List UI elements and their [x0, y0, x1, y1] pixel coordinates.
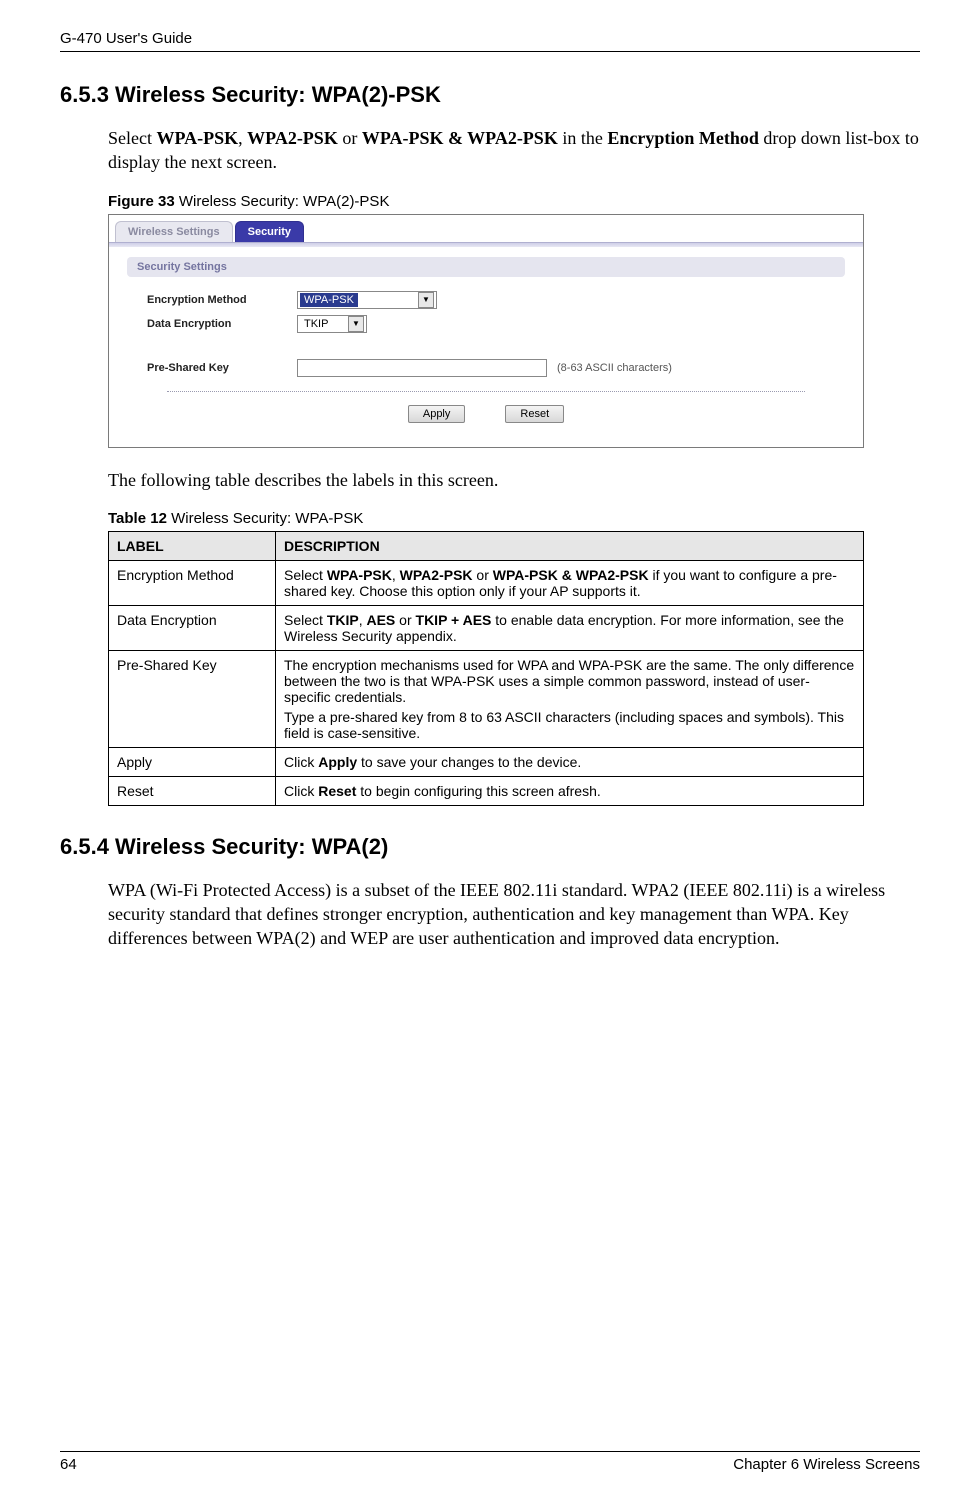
pre-shared-key-input[interactable] — [297, 359, 547, 377]
separator — [167, 391, 805, 392]
reset-button[interactable]: Reset — [505, 405, 564, 423]
tab-wireless-settings[interactable]: Wireless Settings — [115, 221, 233, 242]
table-12-intro: The following table describes the labels… — [108, 468, 920, 492]
table-row: Data Encryption Select TKIP, AES or TKIP… — [109, 605, 864, 650]
chevron-down-icon: ▼ — [418, 292, 434, 308]
tab-security[interactable]: Security — [235, 221, 304, 242]
data-encryption-label: Data Encryption — [147, 318, 297, 330]
encryption-method-label: Encryption Method — [147, 294, 297, 306]
chapter-title: Chapter 6 Wireless Screens — [733, 1456, 920, 1473]
table-row: Encryption Method Select WPA-PSK, WPA2-P… — [109, 560, 864, 605]
col-label: LABEL — [109, 531, 276, 560]
cell-label: Pre-Shared Key — [109, 650, 276, 747]
row-pre-shared-key: Pre-Shared Key (8-63 ASCII characters) — [147, 359, 845, 377]
running-header: G-470 User's Guide — [60, 30, 920, 52]
row-encryption-method: Encryption Method WPA-PSK ▼ — [147, 291, 845, 309]
table-12-caption: Table 12 Wireless Security: WPA-PSK — [108, 510, 920, 527]
encryption-method-value: WPA-PSK — [300, 293, 358, 307]
cell-label: Data Encryption — [109, 605, 276, 650]
header-left: G-470 User's Guide — [60, 30, 192, 47]
cell-desc: Click Reset to begin configuring this sc… — [276, 776, 864, 805]
button-row: Apply Reset — [127, 400, 845, 429]
page-number: 64 — [60, 1456, 77, 1473]
col-description: DESCRIPTION — [276, 531, 864, 560]
cell-label: Reset — [109, 776, 276, 805]
section-6-5-4-heading: 6.5.4 Wireless Security: WPA(2) — [60, 834, 920, 860]
figure-33-caption: Figure 33 Wireless Security: WPA(2)-PSK — [108, 193, 920, 210]
table-header-row: LABEL DESCRIPTION — [109, 531, 864, 560]
section-6-5-3-intro: Select WPA-PSK, WPA2-PSK or WPA-PSK & WP… — [108, 126, 920, 175]
figure-33-screenshot: Wireless SettingsSecurity Security Setti… — [108, 214, 864, 448]
data-encryption-value: TKIP — [300, 317, 332, 331]
apply-button[interactable]: Apply — [408, 405, 466, 423]
security-panel: Security Settings Encryption Method WPA-… — [109, 247, 863, 447]
cell-desc: Select WPA-PSK, WPA2-PSK or WPA-PSK & WP… — [276, 560, 864, 605]
cell-label: Apply — [109, 747, 276, 776]
section-6-5-3-heading: 6.5.3 Wireless Security: WPA(2)-PSK — [60, 82, 920, 108]
table-row: Reset Click Reset to begin configuring t… — [109, 776, 864, 805]
psk-hint: (8-63 ASCII characters) — [557, 362, 672, 374]
encryption-method-select[interactable]: WPA-PSK ▼ — [297, 291, 437, 309]
cell-desc: Select TKIP, AES or TKIP + AES to enable… — [276, 605, 864, 650]
running-footer: 64 Chapter 6 Wireless Screens — [60, 1451, 920, 1473]
row-data-encryption: Data Encryption TKIP ▼ — [147, 315, 845, 333]
tabs-row: Wireless SettingsSecurity — [109, 215, 863, 242]
cell-label: Encryption Method — [109, 560, 276, 605]
chevron-down-icon: ▼ — [348, 316, 364, 332]
cell-desc: The encryption mechanisms used for WPA a… — [276, 650, 864, 747]
table-row: Pre-Shared Key The encryption mechanisms… — [109, 650, 864, 747]
cell-desc: Click Apply to save your changes to the … — [276, 747, 864, 776]
panel-title: Security Settings — [127, 257, 845, 277]
pre-shared-key-label: Pre-Shared Key — [147, 362, 297, 374]
table-row: Apply Click Apply to save your changes t… — [109, 747, 864, 776]
table-12: LABEL DESCRIPTION Encryption Method Sele… — [108, 531, 864, 806]
section-6-5-4-para: WPA (Wi-Fi Protected Access) is a subset… — [108, 878, 920, 951]
data-encryption-select[interactable]: TKIP ▼ — [297, 315, 367, 333]
